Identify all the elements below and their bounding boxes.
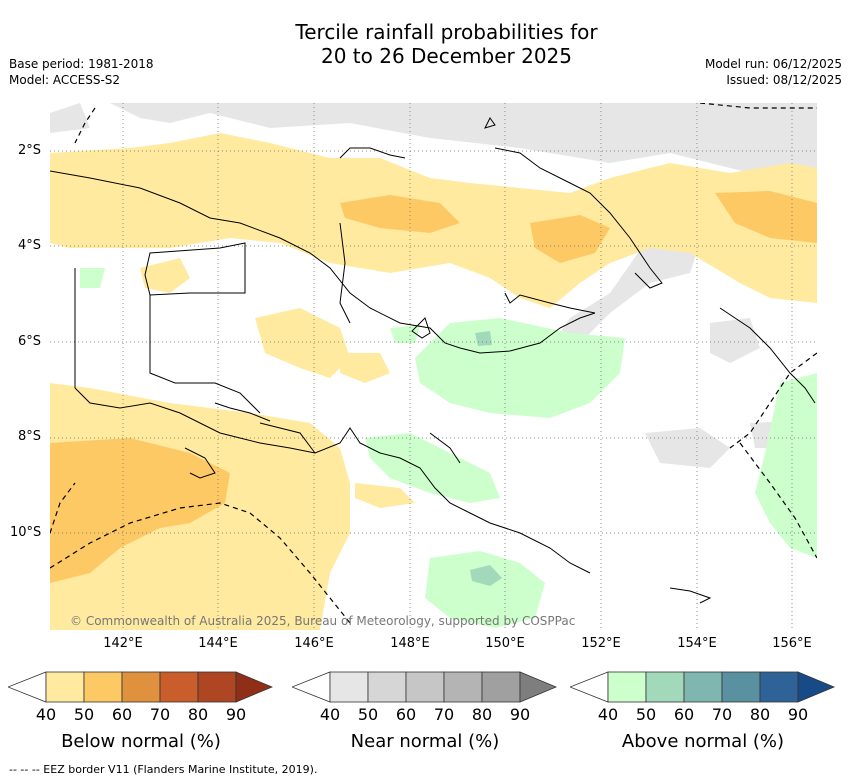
- colorbar-near-70-80: [443, 671, 483, 703]
- copyright-note: © Commonwealth of Australia 2025, Bureau…: [70, 614, 576, 628]
- colorbar-below-40-50: [45, 671, 85, 703]
- eez-borders: [50, 103, 817, 624]
- title-line-2: 20 to 26 December 2025: [320, 44, 572, 68]
- issued-date: Issued: 08/12/2025: [726, 73, 842, 87]
- meta-right: Model run: 06/12/2025 Issued: 08/12/2025: [705, 56, 842, 88]
- base-period: Base period: 1981-2018: [9, 57, 154, 71]
- above-normal-40-regions: [80, 268, 817, 628]
- colorbar-above-over: [797, 671, 836, 703]
- map-title: Tercile rainfall probabilities for 20 to…: [0, 20, 850, 68]
- above-val-90: 90: [787, 705, 809, 724]
- colorbar-above-under: [570, 671, 609, 703]
- lon-tick-152e: 152°E: [581, 636, 621, 651]
- colorbar-near-50-60: [367, 671, 407, 703]
- colorbar-below-under: [8, 671, 47, 703]
- below-normal-title: Below normal (%): [61, 731, 221, 752]
- lon-tick-142e: 142°E: [103, 636, 143, 651]
- lat-tick-4s: 4°S: [18, 238, 42, 253]
- lon-tick-148e: 148°E: [390, 636, 430, 651]
- model-name: Model: ACCESS-S2: [9, 73, 121, 87]
- lon-tick-146e: 146°E: [294, 636, 334, 651]
- near-val-60: 60: [395, 705, 417, 724]
- lon-tick-156e: 156°E: [772, 636, 812, 651]
- lat-tick-10s: 10°S: [10, 525, 42, 540]
- below-val-80: 80: [187, 705, 209, 724]
- colorbar-near-60-70: [405, 671, 445, 703]
- above-val-70: 70: [711, 705, 733, 724]
- lon-tick-150e: 150°E: [485, 636, 525, 651]
- below-val-50: 50: [73, 705, 95, 724]
- near-val-80: 80: [471, 705, 493, 724]
- near-normal-colorbar: [292, 671, 558, 703]
- near-val-40: 40: [319, 705, 341, 724]
- colorbar-above-70-80: [721, 671, 761, 703]
- colorbar-near-under: [292, 671, 331, 703]
- colorbar-above-80-90: [759, 671, 799, 703]
- lat-tick-6s: 6°S: [18, 334, 42, 349]
- probability-map: [50, 103, 817, 630]
- below-val-70: 70: [149, 705, 171, 724]
- above-val-80: 80: [749, 705, 771, 724]
- colorbar-above-50-60: [645, 671, 685, 703]
- near-val-50: 50: [357, 705, 379, 724]
- colorbar-near-over: [519, 671, 558, 703]
- above-normal-title: Above normal (%): [621, 731, 785, 752]
- below-val-90: 90: [225, 705, 247, 724]
- lon-tick-154e: 154°E: [677, 636, 717, 651]
- near-val-70: 70: [433, 705, 455, 724]
- lat-tick-2s: 2°S: [18, 143, 42, 158]
- above-val-60: 60: [673, 705, 695, 724]
- colorbar-below-over: [235, 671, 274, 703]
- colorbar-above-40-50: [607, 671, 647, 703]
- colorbar-above-60-70: [683, 671, 723, 703]
- above-val-40: 40: [597, 705, 619, 724]
- lon-tick-144e: 144°E: [198, 636, 238, 651]
- colorbar-below-80-90: [197, 671, 237, 703]
- colorbar-below-70-80: [159, 671, 199, 703]
- title-line-1: Tercile rainfall probabilities for: [295, 20, 598, 44]
- above-val-50: 50: [635, 705, 657, 724]
- below-normal-50-regions: [50, 191, 817, 583]
- model-run: Model run: 06/12/2025: [704, 57, 842, 71]
- colorbar-below-50-60: [83, 671, 123, 703]
- near-normal-title: Near normal (%): [350, 731, 500, 752]
- lat-tick-8s: 8°S: [18, 429, 42, 444]
- colorbar-below-60-70: [121, 671, 161, 703]
- meta-left: Base period: 1981-2018 Model: ACCESS-S2: [9, 56, 154, 88]
- above-normal-50-regions: [470, 331, 502, 586]
- above-normal-colorbar: [570, 671, 836, 703]
- below-normal-colorbar: [8, 671, 274, 703]
- colorbar-near-40-50: [329, 671, 369, 703]
- eez-footnote: -- -- -- EEZ border V11 (Flanders Marine…: [9, 763, 318, 776]
- colorbar-near-80-90: [481, 671, 521, 703]
- coastlines: [50, 117, 816, 604]
- below-val-40: 40: [35, 705, 57, 724]
- below-val-60: 60: [111, 705, 133, 724]
- near-val-90: 90: [509, 705, 531, 724]
